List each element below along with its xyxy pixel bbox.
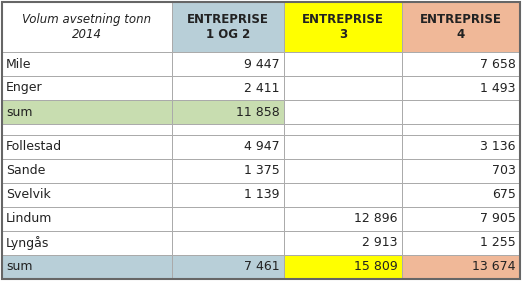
Bar	[172, 2, 284, 52]
Bar	[172, 100, 284, 124]
Bar	[172, 124, 284, 135]
Bar	[402, 52, 520, 76]
Bar	[2, 207, 172, 231]
Bar	[284, 159, 402, 183]
Bar	[172, 159, 284, 183]
Text: Enger: Enger	[6, 81, 42, 95]
Bar	[402, 135, 520, 159]
Text: Lyngås: Lyngås	[6, 236, 49, 250]
Bar	[172, 183, 284, 207]
Text: 2 411: 2 411	[245, 81, 280, 95]
Bar	[2, 124, 172, 135]
Bar	[172, 231, 284, 255]
Text: sum: sum	[6, 261, 32, 274]
Text: ENTREPRISE
4: ENTREPRISE 4	[420, 13, 502, 41]
Bar	[2, 135, 172, 159]
Bar	[284, 135, 402, 159]
Text: 703: 703	[492, 165, 516, 177]
Text: Mile: Mile	[6, 57, 31, 71]
Bar	[284, 255, 402, 279]
Text: 1 375: 1 375	[244, 165, 280, 177]
Bar	[402, 159, 520, 183]
Bar	[402, 183, 520, 207]
Bar	[2, 231, 172, 255]
Text: 675: 675	[492, 188, 516, 201]
Text: Lindum: Lindum	[6, 212, 52, 226]
Bar	[172, 255, 284, 279]
Bar	[2, 183, 172, 207]
Text: 3 136: 3 136	[481, 141, 516, 154]
Bar	[284, 207, 402, 231]
Bar	[402, 2, 520, 52]
Bar	[2, 2, 172, 52]
Text: Volum avsetning tonn
2014: Volum avsetning tonn 2014	[23, 13, 151, 41]
Bar	[172, 76, 284, 100]
Bar	[402, 124, 520, 135]
Text: 7 905: 7 905	[480, 212, 516, 226]
Bar	[284, 2, 402, 52]
Text: 1 255: 1 255	[481, 236, 516, 250]
Bar	[284, 124, 402, 135]
Text: Svelvik: Svelvik	[6, 188, 51, 201]
Text: 2 913: 2 913	[363, 236, 398, 250]
Bar	[402, 231, 520, 255]
Bar	[172, 135, 284, 159]
Bar	[402, 76, 520, 100]
Bar	[284, 52, 402, 76]
Text: sum: sum	[6, 106, 32, 119]
Bar	[2, 52, 172, 76]
Text: 13 674: 13 674	[473, 261, 516, 274]
Bar	[402, 255, 520, 279]
Bar	[284, 100, 402, 124]
Bar	[284, 183, 402, 207]
Text: Follestad: Follestad	[6, 141, 62, 154]
Text: 7 658: 7 658	[480, 57, 516, 71]
Bar	[402, 100, 520, 124]
Bar	[2, 76, 172, 100]
Text: 11 858: 11 858	[236, 106, 280, 119]
Text: ENTREPRISE
1 OG 2: ENTREPRISE 1 OG 2	[187, 13, 269, 41]
Text: 1 493: 1 493	[481, 81, 516, 95]
Bar	[2, 159, 172, 183]
Text: 4 947: 4 947	[244, 141, 280, 154]
Bar	[2, 255, 172, 279]
Bar	[172, 52, 284, 76]
Text: ENTREPRISE
3: ENTREPRISE 3	[302, 13, 384, 41]
Text: 12 896: 12 896	[355, 212, 398, 226]
Text: Sande: Sande	[6, 165, 46, 177]
Bar	[284, 76, 402, 100]
Bar	[402, 207, 520, 231]
Text: 1 139: 1 139	[245, 188, 280, 201]
Bar	[172, 207, 284, 231]
Text: 7 461: 7 461	[244, 261, 280, 274]
Bar	[284, 231, 402, 255]
Text: 9 447: 9 447	[244, 57, 280, 71]
Bar	[2, 100, 172, 124]
Text: 15 809: 15 809	[354, 261, 398, 274]
